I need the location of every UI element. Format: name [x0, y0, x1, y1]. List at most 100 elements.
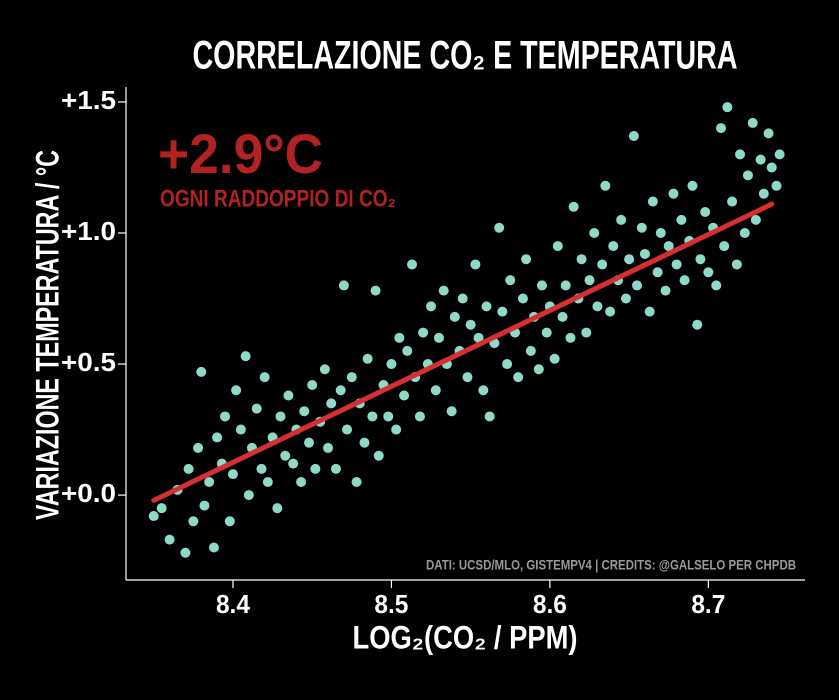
point [231, 385, 242, 396]
point [541, 327, 552, 338]
point [668, 188, 679, 199]
point [342, 424, 353, 435]
point [695, 254, 706, 265]
point [484, 411, 495, 422]
point [655, 227, 666, 238]
point [208, 542, 219, 553]
point [687, 180, 698, 191]
point [525, 345, 536, 356]
point [636, 222, 647, 233]
point [719, 241, 730, 252]
point [660, 285, 671, 296]
point [262, 476, 273, 487]
point [399, 390, 410, 401]
point [560, 280, 571, 291]
point [288, 458, 299, 469]
point [183, 463, 194, 474]
point [632, 280, 643, 291]
point [224, 516, 235, 527]
point [639, 248, 650, 259]
point [275, 411, 286, 422]
point [505, 275, 516, 286]
point [568, 201, 579, 212]
point [370, 285, 381, 296]
x-tick-label: 8.6 [533, 589, 567, 619]
point [763, 128, 774, 139]
point [272, 503, 283, 514]
point [581, 327, 592, 338]
point [367, 411, 378, 422]
point [280, 450, 291, 461]
point [433, 332, 444, 343]
point [766, 162, 777, 173]
point [414, 411, 425, 422]
point [608, 241, 619, 252]
point [533, 364, 544, 375]
point [731, 259, 742, 270]
point [212, 432, 223, 443]
y-tick-label: +0.5 [61, 347, 116, 377]
point [310, 463, 321, 474]
point [188, 516, 199, 527]
point [589, 227, 600, 238]
x-tick-label: 8.4 [216, 589, 250, 619]
point [644, 306, 655, 317]
point [156, 503, 167, 514]
point [521, 254, 532, 265]
point [220, 411, 231, 422]
point [647, 196, 658, 207]
point [319, 364, 330, 375]
point [557, 311, 568, 322]
point [742, 170, 753, 181]
point [679, 275, 690, 286]
point [457, 293, 468, 304]
point [552, 241, 563, 252]
point [351, 476, 362, 487]
point [652, 267, 663, 278]
point [478, 385, 489, 396]
annotation-subtitle: OGNI RADDOPPIO DI CO₂ [160, 185, 396, 212]
chart-title: CORRELAZIONE CO₂ E TEMPERATURA [193, 34, 738, 78]
point [164, 534, 175, 545]
point [243, 490, 254, 501]
point [739, 227, 750, 238]
point [605, 306, 616, 317]
point [671, 259, 682, 270]
point [703, 267, 714, 278]
point [299, 406, 310, 417]
point [193, 442, 204, 453]
point [700, 207, 711, 218]
point [346, 372, 357, 383]
y-tick-label: +0.0 [61, 478, 116, 508]
x-tick-label: 8.5 [374, 589, 408, 619]
point [755, 154, 766, 165]
point [735, 149, 746, 160]
point [283, 390, 294, 401]
point [446, 406, 457, 417]
y-tick-label: +1.5 [61, 85, 116, 115]
point [391, 424, 402, 435]
point [517, 293, 528, 304]
point [330, 463, 341, 474]
point [473, 332, 484, 343]
point [771, 180, 782, 191]
point [481, 301, 492, 312]
point [251, 403, 262, 414]
point [616, 214, 627, 225]
point [304, 437, 315, 448]
point [418, 327, 429, 338]
point [394, 332, 405, 343]
point [426, 301, 437, 312]
point [716, 123, 727, 134]
point [711, 280, 722, 291]
point [296, 476, 307, 487]
point [747, 117, 758, 128]
point [449, 311, 460, 322]
point [465, 319, 476, 330]
point [502, 359, 513, 370]
annotation: +2.9°C [158, 122, 323, 185]
point [204, 476, 215, 487]
point [676, 214, 687, 225]
point [259, 372, 270, 383]
